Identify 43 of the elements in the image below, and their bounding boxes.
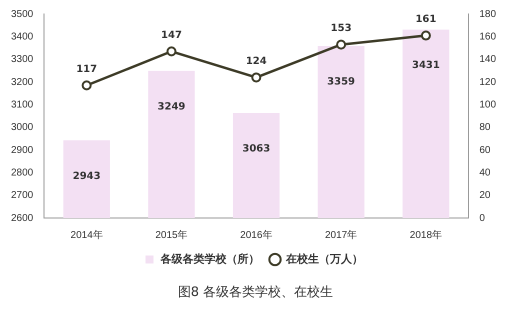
point <box>420 30 431 41</box>
x-tick-label: 2016年 <box>240 228 272 241</box>
y-tick-label: 3300 <box>10 54 34 66</box>
data-label: 3249 <box>158 101 186 112</box>
legend-label: 各级各类学校（所） <box>160 252 260 266</box>
data-label: 3431 <box>412 60 440 72</box>
data-label: 2943 <box>72 170 101 182</box>
data-label: 124 <box>246 56 267 68</box>
data-label: 153 <box>330 23 352 34</box>
y2-tick-label: 100 <box>479 99 496 110</box>
y2-tick-label: 20 <box>479 190 491 202</box>
data-label: 117 <box>76 64 98 75</box>
y2-tick-label: 180 <box>479 8 496 20</box>
x-tick-label: 2015年 <box>155 228 188 241</box>
point <box>166 46 176 56</box>
data-label: 161 <box>415 14 436 26</box>
text: 图8 各级各类学校、在校生 <box>176 284 334 301</box>
point <box>251 72 262 82</box>
point <box>336 40 346 50</box>
x-tick-label: 2014年 <box>70 228 103 241</box>
x-tick-label: 2017年 <box>324 228 358 241</box>
y-tick-label: 2900 <box>10 144 34 156</box>
data-label: 3359 <box>327 76 356 88</box>
point <box>82 80 92 90</box>
y-tick-label: 3000 <box>10 122 34 134</box>
y-tick-label: 2600 <box>10 212 34 224</box>
y2-tick-label: 0 <box>479 212 486 224</box>
y-tick-label: 3400 <box>10 31 34 42</box>
legend-label: 在校生（万人） <box>285 252 363 266</box>
y2-tick-label: 160 <box>479 31 496 42</box>
y2-tick-label: 140 <box>479 54 496 66</box>
y2-tick-label: 120 <box>479 76 496 88</box>
data-label: 147 <box>161 30 182 41</box>
y-tick-label: 2700 <box>10 190 34 202</box>
y-tick-label: 3500 <box>10 8 34 20</box>
y2-tick-label: 40 <box>479 167 491 178</box>
y-tick-label: 2800 <box>10 167 34 178</box>
y2-tick-label: 80 <box>479 122 491 134</box>
y2-tick-label: 60 <box>479 144 491 156</box>
y-tick-label: 3200 <box>10 76 34 88</box>
y-tick-label: 3100 <box>10 99 34 110</box>
data-label: 3063 <box>242 144 270 155</box>
x-tick-label: 2018年 <box>410 228 442 241</box>
